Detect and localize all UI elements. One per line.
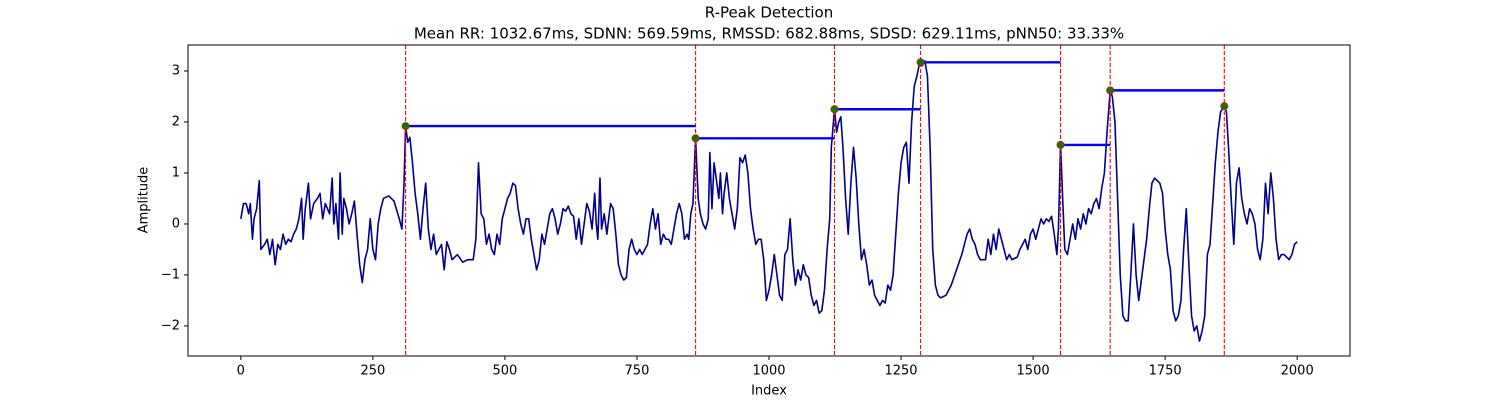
x-tick-label: 1750 [1149, 364, 1182, 379]
x-tick-label: 0 [237, 364, 245, 379]
y-tick-label: 3 [172, 64, 180, 79]
x-tick-label: 1500 [1017, 364, 1050, 379]
x-tick-label: 750 [625, 364, 650, 379]
x-tick-label: 250 [360, 364, 385, 379]
y-tick-label: −2 [161, 318, 180, 333]
chart-subtitle: Mean RR: 1032.67ms, SDNN: 569.59ms, RMSS… [414, 25, 1124, 43]
x-tick-label: 2000 [1281, 364, 1314, 379]
r-peak [401, 122, 410, 131]
chart-title: R-Peak Detection [705, 4, 833, 22]
r-peak [1056, 140, 1065, 149]
signal-line [240, 60, 1298, 343]
r-peak [830, 105, 839, 114]
r-peak [1220, 102, 1229, 111]
x-tick-label: 500 [492, 364, 517, 379]
x-tick-label: 1250 [884, 364, 917, 379]
y-tick-label: 1 [172, 165, 180, 180]
y-tick-label: −1 [161, 267, 180, 282]
r-peak [916, 58, 925, 67]
y-tick-label: 0 [172, 216, 180, 231]
plot-frame [187, 44, 1351, 357]
x-axis-label: Index [751, 384, 787, 399]
x-tick-label: 1000 [752, 364, 785, 379]
r-peak [691, 134, 700, 143]
y-axis-label: Amplitude [137, 167, 152, 234]
r-peak [1106, 86, 1115, 95]
y-tick-label: 2 [172, 114, 180, 129]
